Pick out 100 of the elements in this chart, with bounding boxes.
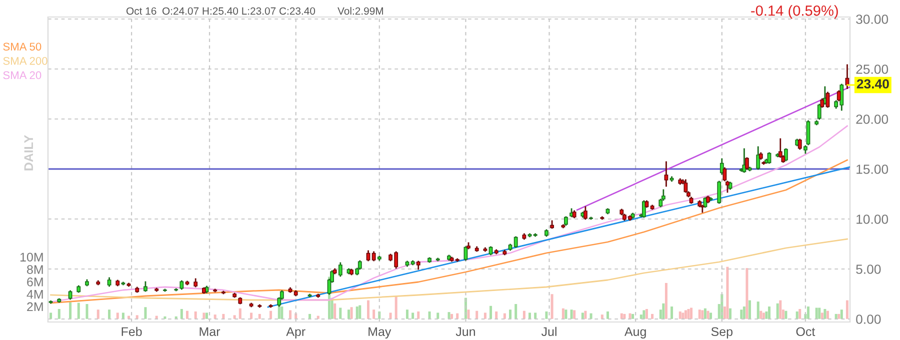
bar bbox=[372, 310, 376, 319]
candlestick bbox=[784, 148, 788, 162]
bar bbox=[756, 302, 760, 319]
bar bbox=[710, 312, 712, 319]
y-tick-label: 10.00 bbox=[856, 214, 888, 224]
bar bbox=[250, 312, 253, 319]
bar bbox=[846, 300, 848, 319]
bar bbox=[645, 308, 648, 319]
annotation: 23.40 bbox=[856, 79, 889, 89]
bar bbox=[562, 308, 564, 319]
bar bbox=[581, 312, 584, 319]
bar bbox=[670, 306, 674, 319]
candlestick bbox=[584, 206, 588, 220]
bar bbox=[742, 306, 746, 319]
bar bbox=[815, 308, 818, 319]
bar bbox=[389, 312, 392, 319]
bar bbox=[258, 314, 261, 319]
bar bbox=[818, 308, 821, 319]
y-tick-label: 20.00 bbox=[856, 114, 888, 124]
bar bbox=[632, 314, 634, 319]
bar bbox=[238, 308, 242, 319]
bar bbox=[664, 282, 668, 319]
y2-tick-label: 2M bbox=[27, 302, 43, 312]
bar bbox=[514, 304, 518, 319]
bar bbox=[509, 310, 512, 319]
bar bbox=[768, 306, 770, 319]
bar bbox=[678, 311, 682, 319]
bar bbox=[726, 266, 729, 319]
bar bbox=[366, 300, 370, 319]
bar bbox=[600, 314, 604, 319]
x-tick-label: Sep bbox=[711, 327, 732, 339]
bar bbox=[503, 313, 506, 319]
text: O:24.07 H:25.40 L:23.07 C:23.40 bbox=[162, 7, 316, 15]
y2-tick-label: 10M bbox=[20, 252, 43, 262]
bar bbox=[806, 306, 810, 319]
bar bbox=[308, 314, 312, 319]
bar bbox=[820, 312, 824, 319]
candlestick bbox=[817, 104, 822, 120]
bar bbox=[701, 310, 704, 319]
x-tick-label: Aug bbox=[624, 327, 646, 339]
bar bbox=[776, 303, 779, 319]
bar bbox=[729, 308, 732, 319]
y-tick-label: 0.00 bbox=[856, 314, 881, 324]
x-tick-label: Jun bbox=[456, 327, 475, 336]
candlestick bbox=[742, 148, 746, 173]
bar bbox=[214, 314, 216, 319]
bar bbox=[796, 311, 798, 319]
candlestick bbox=[806, 120, 810, 146]
bar bbox=[484, 312, 486, 319]
bar bbox=[412, 312, 414, 319]
bar bbox=[642, 310, 646, 319]
candlestick bbox=[664, 161, 668, 187]
y-tick-label: 25.00 bbox=[856, 64, 888, 74]
bar bbox=[651, 314, 654, 319]
text: Oct 16 bbox=[126, 7, 156, 15]
candlestick bbox=[756, 146, 760, 170]
bar bbox=[620, 313, 623, 319]
bar bbox=[339, 308, 342, 319]
y2-tick-label: 6M bbox=[27, 278, 43, 286]
bar bbox=[748, 300, 752, 319]
bar bbox=[704, 308, 706, 319]
bar bbox=[545, 311, 548, 319]
bar bbox=[687, 308, 690, 319]
candlestick bbox=[700, 204, 704, 213]
text: SMA 20 bbox=[3, 71, 42, 80]
x-tick-label: Oct bbox=[796, 327, 816, 336]
bar bbox=[623, 314, 626, 319]
bar bbox=[834, 314, 838, 319]
bar bbox=[334, 303, 336, 319]
candlestick bbox=[684, 179, 688, 193]
bar bbox=[528, 312, 532, 319]
candlestick bbox=[366, 250, 370, 262]
y2-tick-label: 8M bbox=[27, 265, 43, 274]
bar bbox=[476, 310, 478, 319]
x-tick-label: May bbox=[368, 327, 392, 339]
bar bbox=[760, 310, 762, 319]
bar bbox=[784, 310, 788, 319]
bar bbox=[698, 310, 701, 319]
bar bbox=[522, 310, 526, 319]
bar bbox=[706, 310, 710, 319]
y-tick-label: 5.00 bbox=[856, 264, 881, 274]
bar bbox=[406, 310, 408, 319]
bar bbox=[762, 312, 765, 319]
bar bbox=[450, 314, 454, 319]
candlestick bbox=[642, 200, 646, 218]
bar bbox=[840, 310, 843, 319]
x-tick-label: Jul bbox=[541, 326, 556, 336]
candlestick bbox=[514, 236, 518, 248]
bar bbox=[570, 310, 573, 319]
bar bbox=[495, 311, 498, 319]
candlestick bbox=[798, 138, 802, 150]
candlestick bbox=[836, 90, 841, 102]
bar bbox=[826, 310, 829, 319]
bar bbox=[564, 310, 568, 319]
bar bbox=[798, 308, 802, 319]
bar bbox=[233, 315, 236, 319]
candlestick bbox=[717, 180, 722, 204]
bar bbox=[270, 310, 272, 319]
text: SMA 50 bbox=[3, 42, 42, 51]
bar bbox=[682, 312, 684, 319]
